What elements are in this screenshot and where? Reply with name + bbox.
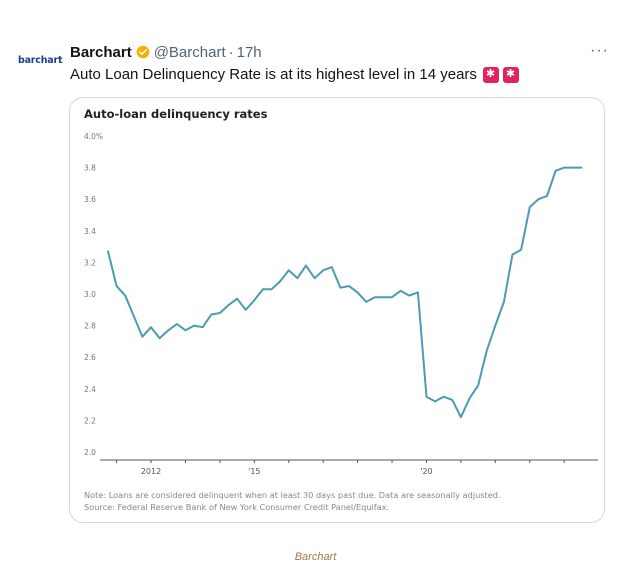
y-tick-label: 3.6: [84, 195, 96, 204]
y-tick-label: 2.6: [84, 353, 96, 362]
timestamp[interactable]: 17h: [236, 43, 262, 61]
y-tick-label: 3.0: [84, 290, 96, 299]
tweet-text: Auto Loan Delinquency Rate is at its hig…: [70, 66, 519, 83]
y-tick-label: 3.8: [84, 164, 96, 173]
y-tick-label: 2.4: [84, 385, 96, 394]
x-tick-label: '20: [420, 467, 432, 476]
tweet-header: Barchart @Barchart · 17h: [70, 41, 611, 63]
author-handle[interactable]: @Barchart: [153, 43, 226, 61]
series-line: [107, 166, 583, 419]
x-tick-label: '15: [248, 467, 260, 476]
y-tick-label: 3.2: [84, 258, 96, 267]
tweet-body: Auto Loan Delinquency Rate is at its hig…: [70, 66, 477, 83]
chart-source: Source: Federal Reserve Bank of New York…: [84, 502, 390, 512]
x-tick-label: 2012: [141, 467, 161, 476]
y-tick-label: 2.8: [84, 322, 96, 331]
y-tick-label: 2.2: [84, 416, 96, 425]
avatar[interactable]: barchart: [18, 55, 63, 66]
chart-title: Auto-loan delinquency rates: [84, 107, 268, 121]
y-tick-label: 2.0: [84, 448, 96, 457]
verified-badge-icon: [136, 45, 150, 59]
author-name[interactable]: Barchart: [70, 43, 132, 61]
siren-emoji-icon: [502, 66, 519, 83]
line-chart: 4.0% 3.8 3.6 3.4 3.2 3.0 2.8 2.6 2.4 2.2 2.0 2012 '1…: [84, 132, 598, 476]
separator-dot: ·: [228, 43, 234, 61]
chart-note: Note: Loans are considered delinquent wh…: [84, 490, 501, 500]
chart-notes: Note: Loans are considered delinquent wh…: [84, 489, 501, 513]
chart-image-card[interactable]: Auto-loan delinquency rates 4.0% 3.8 3.6 3.…: [69, 97, 605, 523]
more-options-icon[interactable]: ···: [590, 42, 609, 59]
y-tick-label: 3.4: [84, 227, 96, 236]
image-caption: Barchart: [294, 551, 337, 563]
y-tick-label: 4.0%: [84, 132, 103, 141]
siren-emoji-icon: [482, 66, 499, 83]
